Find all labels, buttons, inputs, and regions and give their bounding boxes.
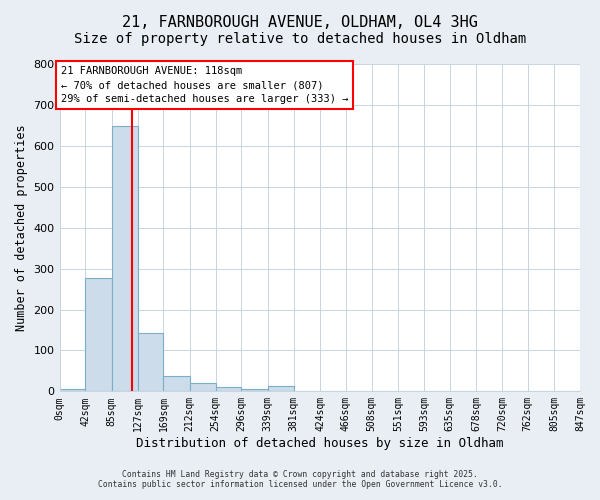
- Bar: [190, 383, 215, 392]
- Text: Size of property relative to detached houses in Oldham: Size of property relative to detached ho…: [74, 32, 526, 46]
- Bar: [112, 126, 137, 392]
- Y-axis label: Number of detached properties: Number of detached properties: [15, 124, 28, 331]
- Bar: [241, 390, 268, 392]
- Bar: [215, 387, 241, 392]
- Text: Contains HM Land Registry data © Crown copyright and database right 2025.
Contai: Contains HM Land Registry data © Crown c…: [98, 470, 502, 489]
- X-axis label: Distribution of detached houses by size in Oldham: Distribution of detached houses by size …: [136, 437, 503, 450]
- Bar: [137, 333, 163, 392]
- Text: 21 FARNBOROUGH AVENUE: 118sqm
← 70% of detached houses are smaller (807)
29% of : 21 FARNBOROUGH AVENUE: 118sqm ← 70% of d…: [61, 66, 348, 104]
- Bar: [59, 390, 85, 392]
- Text: 21, FARNBOROUGH AVENUE, OLDHAM, OL4 3HG: 21, FARNBOROUGH AVENUE, OLDHAM, OL4 3HG: [122, 15, 478, 30]
- Bar: [268, 386, 293, 392]
- Bar: [554, 390, 580, 392]
- Bar: [163, 376, 190, 392]
- Bar: [85, 278, 112, 392]
